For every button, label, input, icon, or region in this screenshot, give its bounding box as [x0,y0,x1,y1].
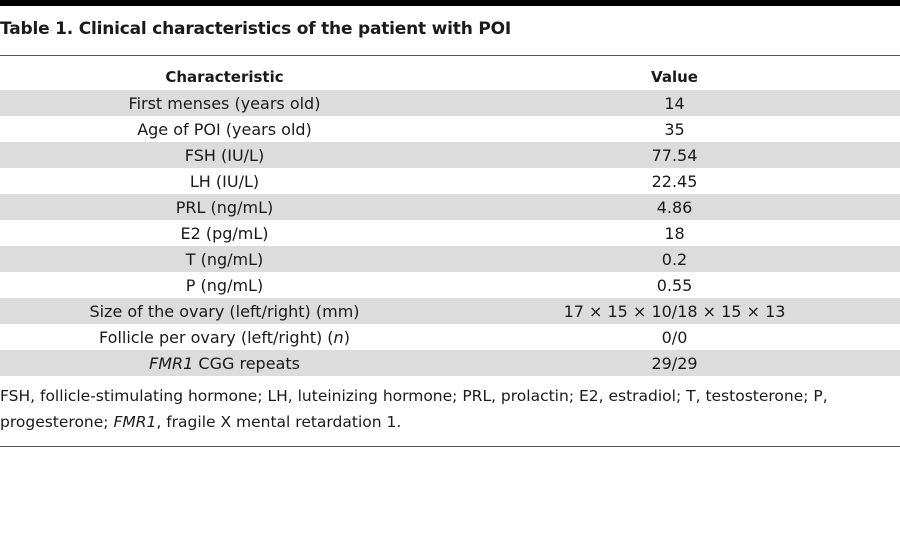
header-rule [0,55,900,56]
table-row: LH (IU/L) 22.45 [0,168,900,194]
value-cell: 22.45 [651,171,698,191]
table-row: First menses (years old) 14 [0,90,900,116]
value-cell: 14 [449,90,900,116]
footnote-text: , fragile X mental retardation 1. [156,413,402,431]
value-cell: 77.54 [449,142,900,168]
value-cell: 4.86 [449,194,900,220]
characteristic-text: ) [343,327,350,347]
value-cell: 29/29 [449,350,900,376]
table-row: Age of POI (years old) 35 [0,116,900,142]
table-header-row: Characteristic Value [0,64,900,90]
footnote-italic-text: FMR1 [113,413,157,431]
footnote-text: FSH, follicle-stimulating hormone; LH, l… [0,387,828,431]
column-header-value: Value [651,68,698,86]
characteristic-cell: P (ng/mL) [185,275,264,295]
table-footnote: FSH, follicle-stimulating hormone; LH, l… [0,383,880,435]
characteristic-cell: LH (IU/L) [189,171,260,191]
characteristic-cell: T (ng/mL) [0,246,449,272]
characteristic-cell: Follicle per ovary (left/right) (n) [0,324,449,350]
value-cell: 17 × 15 × 10/18 × 15 × 13 [449,298,900,324]
table-row: Follicle per ovary (left/right) (n) 0/0 [0,324,900,350]
value-cell: 0.2 [449,246,900,272]
value-cell: 18 [664,223,685,243]
bottom-rule [0,446,900,447]
characteristic-cell: Size of the ovary (left/right) (mm) [0,298,449,324]
characteristic-cell: FSH (IU/L) [0,142,449,168]
value-cell: 0.55 [656,275,693,295]
top-rule [0,0,900,6]
characteristic-text: CGG repeats [193,353,300,373]
table-row: PRL (ng/mL) 4.86 [0,194,900,220]
column-header-characteristic: Characteristic [165,68,284,86]
table-row: Size of the ovary (left/right) (mm) 17 ×… [0,298,900,324]
table-row: FMR1 CGG repeats 29/29 [0,350,900,376]
characteristic-italic-text: FMR1 [149,353,194,373]
value-cell: 35 [664,119,685,139]
characteristic-cell: FMR1 CGG repeats [0,350,449,376]
table-row: P (ng/mL) 0.55 [0,272,900,298]
characteristic-text: Follicle per ovary (left/right) ( [99,327,334,347]
value-cell: 0/0 [661,327,688,347]
table-row: FSH (IU/L) 77.54 [0,142,900,168]
table-row: T (ng/mL) 0.2 [0,246,900,272]
table-title: Table 1. Clinical characteristics of the… [0,19,511,39]
table-row: E2 (pg/mL) 18 [0,220,900,246]
characteristic-cell: PRL (ng/mL) [0,194,449,220]
characteristic-italic-text: n [333,327,344,347]
characteristic-cell: E2 (pg/mL) [180,223,269,243]
clinical-characteristics-table: Characteristic Value First menses (years… [0,64,900,376]
characteristic-cell: Age of POI (years old) [137,119,312,139]
characteristic-cell: First menses (years old) [0,90,449,116]
